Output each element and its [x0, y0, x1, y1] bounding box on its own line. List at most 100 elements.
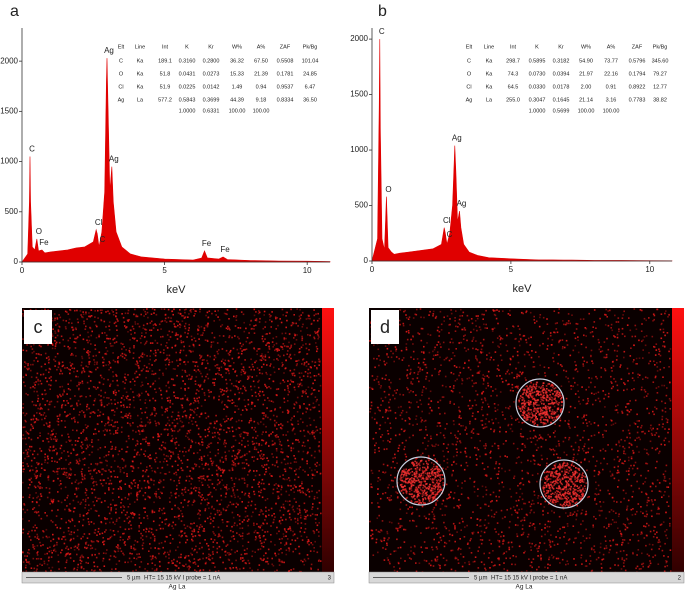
map-pixel — [106, 429, 109, 431]
map-pixel — [295, 461, 298, 463]
map-pixel — [493, 467, 496, 470]
map-pixel — [107, 421, 110, 423]
map-pixel — [201, 444, 204, 446]
map-pixel — [469, 456, 471, 459]
map-pixel — [299, 430, 302, 432]
map-pixel — [511, 383, 514, 386]
map-pixel — [231, 399, 234, 401]
map-pixel — [590, 349, 593, 352]
map-pixel — [199, 385, 201, 388]
map-pixel — [144, 336, 146, 338]
map-pixel — [235, 420, 238, 423]
map-pixel — [285, 311, 288, 314]
map-pixel — [37, 407, 39, 410]
map-pixel — [161, 492, 163, 495]
map-pixel — [247, 541, 250, 543]
map-pixel — [431, 500, 434, 502]
map-pixel — [138, 525, 140, 527]
map-pixel — [227, 427, 229, 429]
map-pixel — [182, 425, 184, 428]
map-pixel — [99, 411, 102, 413]
map-pixel — [44, 456, 46, 459]
map-pixel — [662, 328, 665, 331]
map-pixel — [104, 518, 107, 520]
map-pixel — [506, 456, 508, 458]
map-pixel — [254, 503, 257, 506]
map-pixel — [69, 474, 72, 476]
map-pixel — [116, 384, 119, 387]
map-pixel — [206, 373, 209, 376]
map-pixel — [87, 331, 89, 334]
map-pixel — [412, 391, 414, 393]
map-pixel — [468, 561, 470, 563]
map-pixel — [318, 327, 320, 330]
map-pixel — [573, 511, 576, 513]
map-pixel — [122, 316, 125, 319]
map-pixel — [219, 438, 221, 441]
map-pixel — [259, 511, 262, 513]
map-pixel — [56, 526, 58, 529]
map-pixel — [255, 448, 258, 451]
map-pixel — [243, 462, 245, 464]
table-header: Kr — [558, 44, 564, 50]
map-pixel — [394, 346, 397, 348]
map-pixel — [201, 334, 204, 336]
map-pixel — [303, 518, 306, 520]
map-pixel — [387, 439, 389, 442]
table-cell: 1.49 — [232, 84, 243, 90]
map-pixel — [97, 448, 99, 451]
map-pixel — [100, 399, 103, 401]
map-pixel — [173, 419, 176, 421]
map-pixel — [37, 463, 39, 466]
map-pixel — [237, 388, 239, 391]
map-pixel — [280, 345, 282, 348]
map-pixel — [450, 309, 452, 311]
map-pixel — [225, 378, 227, 381]
map-pixel — [93, 522, 95, 525]
map-pixel — [69, 520, 72, 523]
map-pixel — [93, 488, 96, 491]
map-pixel — [522, 483, 525, 486]
map-pixel — [517, 516, 519, 519]
map-pixel — [173, 395, 176, 397]
map-pixel — [384, 363, 386, 366]
map-pixel — [316, 348, 319, 350]
map-pixel — [314, 450, 316, 453]
map-pixel — [204, 509, 206, 512]
map-pixel — [296, 363, 298, 365]
map-pixel — [181, 515, 184, 518]
map-pixel — [235, 559, 237, 562]
map-pixel — [167, 380, 170, 383]
map-pixel — [195, 465, 197, 467]
map-pixel — [92, 411, 95, 413]
map-pixel — [47, 559, 50, 562]
map-pixel — [195, 463, 198, 466]
map-pixel — [76, 403, 78, 406]
map-pixel — [208, 553, 210, 556]
map-pixel — [119, 486, 121, 488]
map-pixel — [231, 469, 234, 471]
map-pixel — [105, 522, 107, 525]
map-pixel — [666, 486, 668, 488]
map-pixel — [232, 488, 234, 491]
map-pixel — [79, 562, 82, 565]
map-pixel — [552, 556, 555, 558]
map-pixel — [128, 406, 131, 408]
map-pixel — [229, 379, 231, 381]
map-pixel — [147, 485, 150, 488]
map-pixel — [133, 406, 136, 409]
map-pixel — [316, 429, 319, 432]
map-pixel — [499, 426, 501, 429]
map-pixel — [653, 413, 655, 416]
map-pixel — [177, 334, 179, 336]
map-pixel — [286, 353, 288, 355]
map-pixel — [96, 366, 99, 369]
map-pixel — [462, 311, 465, 314]
map-pixel — [64, 411, 66, 413]
y-tick-label: 500 — [355, 201, 369, 210]
map-pixel — [56, 322, 59, 325]
map-pixel — [225, 368, 228, 370]
map-pixel — [288, 341, 290, 344]
map-pixel — [275, 342, 278, 345]
map-pixel — [70, 364, 72, 367]
